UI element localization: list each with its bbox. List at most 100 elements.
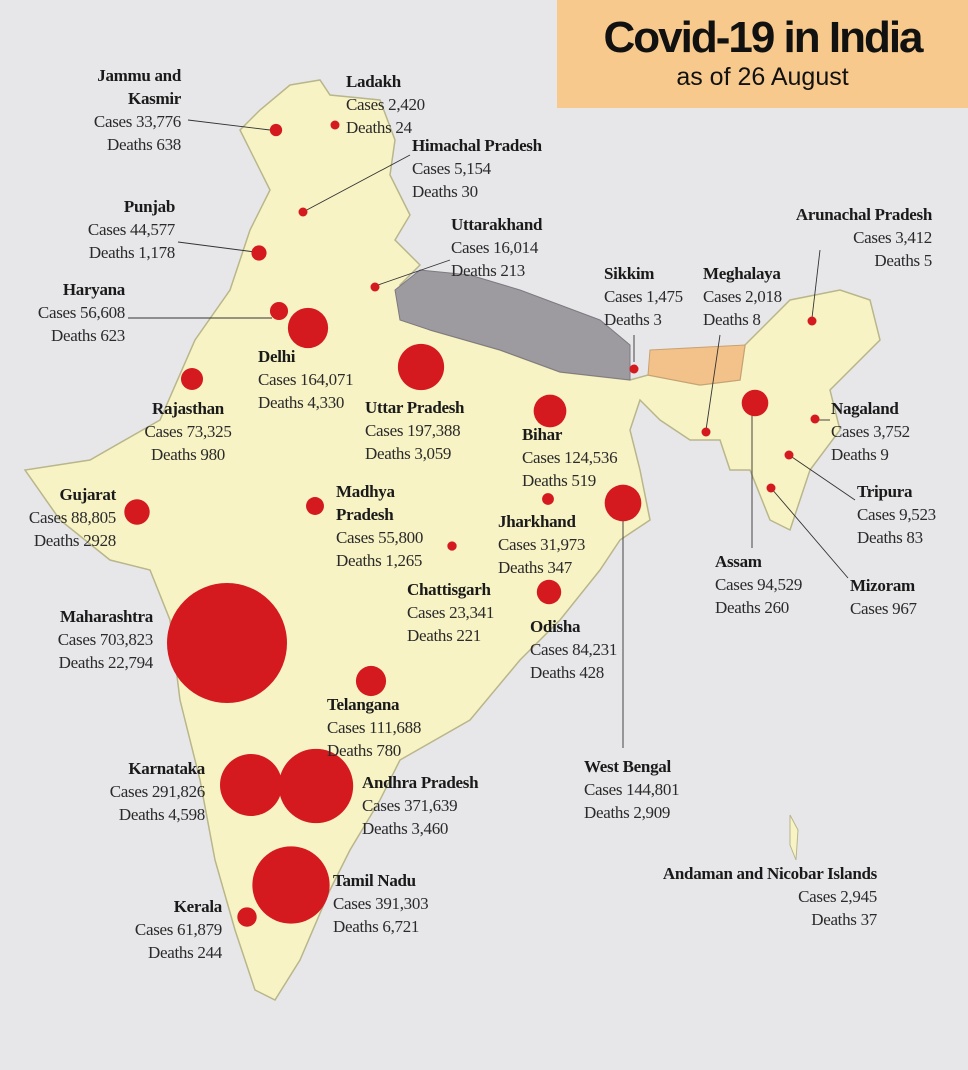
deaths-line: Deaths 4,598 bbox=[110, 803, 205, 826]
cases-value: 56,608 bbox=[80, 303, 125, 322]
cases-value: 391,303 bbox=[375, 894, 429, 913]
cases-term: Cases bbox=[365, 421, 404, 440]
deaths-term: Deaths bbox=[151, 445, 197, 464]
cases-line: Cases 31,973 bbox=[498, 533, 585, 556]
state-name: Nagaland bbox=[831, 399, 899, 418]
deaths-term: Deaths bbox=[498, 558, 544, 577]
deaths-line: Deaths 428 bbox=[530, 661, 617, 684]
state-label: Bihar Cases 124,536 Deaths 519 bbox=[522, 423, 618, 492]
cases-term: Cases bbox=[327, 718, 366, 737]
state-name: Ladakh bbox=[346, 72, 401, 91]
deaths-term: Deaths bbox=[33, 531, 80, 550]
cases-term: Cases bbox=[407, 603, 446, 622]
state-label: Mizoram Cases 967 bbox=[850, 574, 917, 620]
case-bubble bbox=[269, 123, 283, 137]
deaths-line: Deaths 37 bbox=[663, 908, 877, 931]
state-name: Andaman and Nicobar Islands bbox=[662, 864, 877, 883]
deaths-line: Deaths 519 bbox=[522, 469, 617, 492]
cases-value: 124,536 bbox=[564, 448, 618, 467]
cases-term: Cases bbox=[28, 508, 68, 527]
deaths-value: 37 bbox=[860, 910, 878, 929]
case-bubble bbox=[306, 497, 324, 515]
deaths-value: 4,330 bbox=[307, 393, 345, 412]
cases-value: 703,823 bbox=[99, 630, 153, 649]
cases-line: Cases 94,529 bbox=[715, 573, 802, 596]
cases-line: Cases 55,800 bbox=[336, 526, 426, 549]
cases-line: Cases 371,639 bbox=[362, 794, 478, 817]
deaths-line: Deaths 780 bbox=[327, 739, 421, 762]
case-bubble bbox=[219, 753, 283, 817]
cases-value: 94,529 bbox=[757, 575, 803, 594]
deaths-term: Deaths bbox=[412, 182, 458, 201]
state-label: Maharashtra Cases 703,823 Deaths 22,794 bbox=[58, 605, 154, 674]
deaths-term: Deaths bbox=[703, 310, 749, 329]
case-bubble bbox=[237, 907, 257, 927]
leader-lines bbox=[128, 119, 856, 748]
cases-term: Cases bbox=[134, 920, 174, 939]
case-bubble bbox=[810, 414, 820, 424]
state-name: Karnataka bbox=[128, 759, 205, 778]
cases-value: 61,879 bbox=[177, 920, 222, 939]
state-name: Arunachal Pradesh bbox=[795, 205, 932, 224]
state-name: Tamil Nadu bbox=[333, 871, 416, 890]
case-bubble bbox=[536, 579, 562, 605]
state-name: Tripura bbox=[857, 482, 913, 501]
cases-line: Cases 73,325 bbox=[128, 420, 248, 443]
state-label: Karnataka Cases 291,826 Deaths 4,598 bbox=[110, 757, 206, 826]
deaths-term: Deaths bbox=[346, 118, 392, 137]
cases-term: Cases bbox=[522, 448, 561, 467]
leader-line bbox=[377, 259, 451, 286]
cases-value: 291,826 bbox=[151, 782, 205, 801]
deaths-line: Deaths 980 bbox=[128, 443, 248, 466]
state-name: Uttarakhand bbox=[451, 215, 543, 234]
deaths-term: Deaths bbox=[857, 528, 903, 547]
cases-term: Cases bbox=[346, 95, 385, 114]
state-label: Andhra Pradesh Cases 371,639 Deaths 3,460 bbox=[362, 771, 479, 840]
deaths-line: Deaths 3,059 bbox=[365, 442, 464, 465]
cases-line: Cases 44,577 bbox=[88, 218, 175, 241]
state-label: Jammu and Kasmir Cases 33,776 Deaths 638 bbox=[71, 64, 181, 156]
bhutan bbox=[647, 344, 746, 386]
state-name: Odisha bbox=[530, 617, 581, 636]
deaths-value: 623 bbox=[100, 326, 125, 345]
cases-line: Cases 3,752 bbox=[831, 420, 910, 443]
state-label: Delhi Cases 164,071 Deaths 4,330 bbox=[258, 345, 354, 414]
cases-term: Cases bbox=[798, 887, 837, 906]
deaths-value: 980 bbox=[200, 445, 225, 464]
cases-value: 164,071 bbox=[300, 370, 354, 389]
deaths-term: Deaths bbox=[530, 663, 576, 682]
case-bubble bbox=[629, 364, 639, 374]
deaths-line: Deaths 1,178 bbox=[88, 241, 175, 264]
cases-term: Cases bbox=[412, 159, 451, 178]
cases-value: 197,388 bbox=[407, 421, 461, 440]
cases-value: 371,639 bbox=[404, 796, 458, 815]
state-name: Kerala bbox=[173, 897, 223, 916]
deaths-term: Deaths bbox=[88, 243, 135, 262]
cases-term: Cases bbox=[333, 894, 372, 913]
state-name: Andhra Pradesh bbox=[362, 773, 479, 792]
state-label: Gujarat Cases 88,805 Deaths 2928 bbox=[29, 483, 116, 552]
cases-line: Cases 291,826 bbox=[110, 780, 206, 803]
cases-line: Cases 3,412 bbox=[796, 226, 932, 249]
deaths-line: Deaths 30 bbox=[412, 180, 542, 203]
cases-line: Cases 5,154 bbox=[412, 157, 542, 180]
state-label: Uttar Pradesh Cases 197,388 Deaths 3,059 bbox=[365, 396, 465, 465]
state-name: Chattisgarh bbox=[407, 580, 491, 599]
deaths-term: Deaths bbox=[362, 819, 408, 838]
cases-line: Cases 164,071 bbox=[258, 368, 354, 391]
cases-value: 2,420 bbox=[388, 95, 425, 114]
state-label: Sikkim Cases 1,475 Deaths 3 bbox=[604, 262, 683, 331]
deaths-value: 30 bbox=[461, 182, 478, 201]
case-bubble bbox=[370, 282, 380, 292]
cases-value: 3,752 bbox=[873, 422, 910, 441]
deaths-term: Deaths bbox=[258, 393, 304, 412]
cases-line: Cases 33,776 bbox=[71, 110, 181, 133]
cases-line: Cases 23,341 bbox=[407, 601, 494, 624]
state-name: Jammu and Kasmir bbox=[97, 66, 181, 108]
case-bubble bbox=[298, 207, 308, 217]
deaths-term: Deaths bbox=[584, 803, 630, 822]
cases-value: 23,341 bbox=[449, 603, 495, 622]
state-name: Punjab bbox=[123, 197, 175, 216]
cases-line: Cases 2,420 bbox=[346, 93, 425, 116]
